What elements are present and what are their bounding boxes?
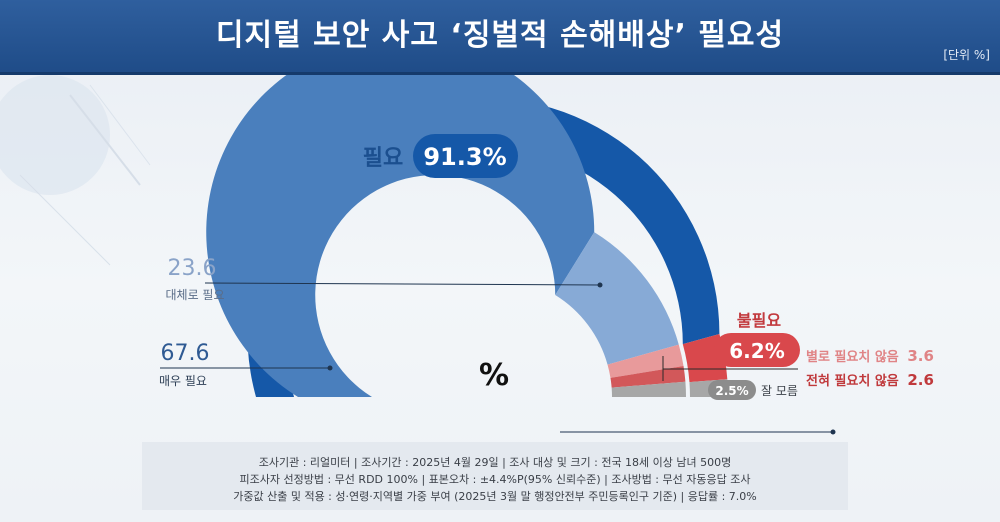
not-at-all-label-text: 전혀 필요치 않음 [806, 373, 899, 389]
survey-info-box: 조사기관 : 리얼미터 | 조사기간 : 2025년 4월 29일 | 조사 대… [142, 442, 848, 510]
somewhat-value: 23.6 [168, 256, 217, 281]
header-bar: 디지털 보안 사고 ‘징벌적 손해배상’ 필요성 [단위 %] [0, 0, 1000, 75]
arc-not-at-all [610, 366, 686, 388]
background-decoration [0, 75, 151, 266]
survey-info-line-3: 가중값 산출 및 적용 : 성·연령·지역별 가중 부여 (2025년 3월 말… [233, 490, 757, 503]
not-much-label-text: 별로 필요치 않음 [806, 349, 899, 365]
not-at-all-label: 전혀 필요치 않음 2.6 [806, 371, 934, 389]
arc-dont-know [611, 381, 686, 397]
no-need-group-value: 6.2% [729, 339, 784, 363]
page-title: 디지털 보안 사고 ‘징벌적 손해배상’ 필요성 [215, 18, 785, 53]
leader-line-somewhat [204, 282, 601, 286]
dont-know-label: 잘 모름 [761, 384, 798, 398]
semi-donut-chart: 필요 91.3% 불필요 6.2% 23.6 대체로 필요 67.6 매우 필요… [159, 75, 934, 435]
very-value: 67.6 [161, 341, 210, 366]
arc-not-much [607, 344, 684, 378]
no-need-group-label: 불필요 [737, 311, 781, 330]
need-group-badge [413, 134, 518, 178]
need-group-label: 필요 [363, 146, 403, 171]
leader-dot-somewhat [597, 282, 603, 288]
unit-label: [단위 %] [943, 48, 990, 62]
need-group-value: 91.3% [423, 143, 506, 171]
no-need-group-badge [714, 333, 800, 367]
dont-know-badge [708, 380, 756, 400]
not-much-label: 별로 필요치 않음 3.6 [806, 347, 934, 365]
survey-info-line-1: 조사기관 : 리얼미터 | 조사기간 : 2025년 4월 29일 | 조사 대… [258, 456, 732, 469]
arc-somewhat-need [555, 232, 679, 365]
very-label: 매우 필요 [159, 374, 207, 388]
dont-know-value: 2.5% [715, 384, 748, 398]
somewhat-label: 대체로 필요 [165, 288, 224, 302]
leader-dot-dont-know [830, 429, 836, 435]
survey-info-line-2: 피조사자 선정방법 : 무선 RDD 100% | 표본오차 : ±4.4%P(… [239, 473, 751, 486]
leader-dot-very [327, 365, 333, 371]
not-much-value: 3.6 [907, 347, 934, 365]
not-at-all-value: 2.6 [907, 371, 934, 389]
center-percent-symbol: % [479, 358, 509, 393]
arc-very-need [206, 75, 595, 397]
